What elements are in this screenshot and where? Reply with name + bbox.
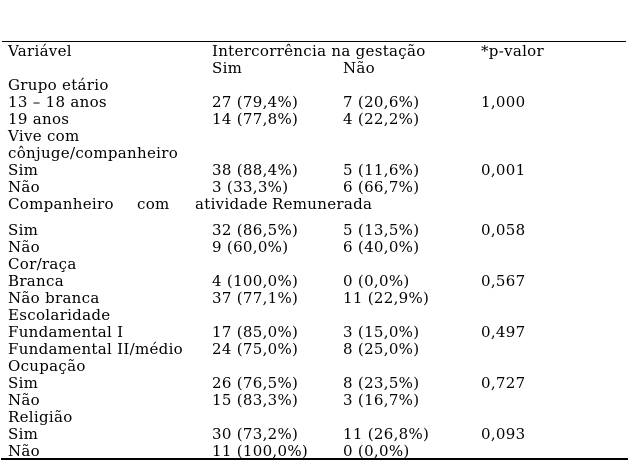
table-row: Não 3 (33,3%) 6 (66,7%)	[0, 179, 630, 196]
cell-variable: 13 – 18 anos	[8, 93, 107, 111]
table-row: Não branca 37 (77,1%) 11 (22,9%)	[0, 290, 630, 307]
cell-yes: 24 (75,0%)	[212, 340, 299, 358]
cell-yes: 9 (60,0%)	[212, 238, 289, 256]
cell-pvalue: 0,727	[481, 374, 526, 392]
cell-variable: 19 anos	[8, 110, 70, 128]
table-row: Não 9 (60,0%) 6 (40,0%)	[0, 239, 630, 256]
cell-no: 4 (22,2%)	[343, 110, 420, 128]
cell-no: 5 (11,6%)	[343, 161, 420, 179]
cell-variable: Vive com	[8, 127, 80, 145]
cell-yes: 17 (85,0%)	[212, 323, 299, 341]
cell-no: 8 (23,5%)	[343, 374, 420, 392]
table-row: Escolaridade	[0, 307, 630, 324]
cell-variable: Não branca	[8, 289, 100, 307]
table-row: Vive com	[0, 128, 630, 145]
cell-no: 6 (66,7%)	[343, 178, 420, 196]
cell-no: 3 (15,0%)	[343, 323, 420, 341]
table-row: Não 11 (100,0%) 0 (0,0%)	[0, 443, 630, 460]
table-header-row-2: Sim Não	[0, 60, 630, 77]
table-row: Fundamental II/médio 24 (75,0%) 8 (25,0%)	[0, 341, 630, 358]
table-row: Fundamental I 17 (85,0%) 3 (15,0%) 0,497	[0, 324, 630, 341]
table-row: Grupo etário	[0, 77, 630, 94]
cell-yes: 26 (76,5%)	[212, 374, 299, 392]
cell-no: 11 (26,8%)	[343, 425, 430, 443]
cell-variable-word: Remunerada	[272, 195, 373, 213]
cell-variable: Não	[8, 178, 40, 196]
cell-no: 5 (13,5%)	[343, 221, 420, 239]
cell-variable: Branca	[8, 272, 64, 290]
cell-variable: Sim	[8, 161, 39, 179]
header-yes: Sim	[212, 59, 243, 77]
table-row: Cor/raça	[0, 256, 630, 273]
cell-no: 8 (25,0%)	[343, 340, 420, 358]
cell-yes: 4 (100,0%)	[212, 272, 299, 290]
cell-no: 0 (0,0%)	[343, 272, 410, 290]
cell-yes: 27 (79,4%)	[212, 93, 299, 111]
cell-variable: Sim	[8, 374, 39, 392]
table-row: Religião	[0, 409, 630, 426]
table-row: Sim 26 (76,5%) 8 (23,5%) 0,727	[0, 375, 630, 392]
cell-variable: Sim	[8, 425, 39, 443]
cell-yes: 37 (77,1%)	[212, 289, 299, 307]
cell-no: 3 (16,7%)	[343, 391, 420, 409]
cell-variable: Religião	[8, 408, 73, 426]
table-row: Não 15 (83,3%) 3 (16,7%)	[0, 392, 630, 409]
table-bottom-rule	[1, 458, 628, 460]
cell-variable: Fundamental I	[8, 323, 124, 341]
header-no: Não	[343, 59, 375, 77]
cell-variable: Não	[8, 238, 40, 256]
cell-variable: Não	[8, 391, 40, 409]
table-row: Branca 4 (100,0%) 0 (0,0%) 0,567	[0, 273, 630, 290]
cell-pvalue: 0,093	[481, 425, 526, 443]
table-row: Ocupação	[0, 358, 630, 375]
table-row: Sim 30 (73,2%) 11 (26,8%) 0,093	[0, 426, 630, 443]
table-top-rule	[2, 41, 626, 42]
cell-variable: Sim	[8, 221, 39, 239]
cell-yes: 14 (77,8%)	[212, 110, 299, 128]
cell-variable: Ocupação	[8, 357, 86, 375]
table-row: Sim 38 (88,4%) 5 (11,6%) 0,001	[0, 162, 630, 179]
cell-pvalue: 0,058	[481, 221, 526, 239]
header-pvalue: *p-valor	[481, 42, 544, 60]
cell-yes: 15 (83,3%)	[212, 391, 299, 409]
cell-variable: Grupo etário	[8, 76, 109, 94]
table-row: cônjuge/companheiro	[0, 145, 630, 162]
cell-no: 6 (40,0%)	[343, 238, 420, 256]
cell-variable: Fundamental II/médio	[8, 340, 184, 358]
table-row: 13 – 18 anos 27 (79,4%) 7 (20,6%) 1,000	[0, 94, 630, 111]
cell-variable-word: com	[137, 195, 170, 213]
cell-pvalue: 0,001	[481, 161, 526, 179]
cell-variable-word: Companheiro	[8, 195, 114, 213]
cell-no: 0 (0,0%)	[343, 442, 410, 460]
cell-yes: 11 (100,0%)	[212, 442, 309, 460]
cell-pvalue: 0,567	[481, 272, 526, 290]
cell-pvalue: 1,000	[481, 93, 526, 111]
header-variable: Variável	[8, 42, 72, 60]
table-header-row-1: Variável Intercorrência na gestação *p-v…	[0, 43, 630, 60]
cell-yes: 38 (88,4%)	[212, 161, 299, 179]
table-row: Companheiro com atividade Remunerada	[0, 196, 630, 213]
cell-variable-word: atividade	[195, 195, 268, 213]
header-group: Intercorrência na gestação	[212, 42, 426, 60]
cell-variable: Escolaridade	[8, 306, 111, 324]
table-row: Sim 32 (86,5%) 5 (13,5%) 0,058	[0, 222, 630, 239]
cell-pvalue: 0,497	[481, 323, 526, 341]
cell-no: 11 (22,9%)	[343, 289, 430, 307]
cell-no: 7 (20,6%)	[343, 93, 420, 111]
cell-variable: cônjuge/companheiro	[8, 144, 179, 162]
cell-yes: 32 (86,5%)	[212, 221, 299, 239]
cell-variable: Não	[8, 442, 40, 460]
table-row: 19 anos 14 (77,8%) 4 (22,2%)	[0, 111, 630, 128]
cell-variable: Cor/raça	[8, 255, 77, 273]
cell-yes: 30 (73,2%)	[212, 425, 299, 443]
cell-yes: 3 (33,3%)	[212, 178, 289, 196]
